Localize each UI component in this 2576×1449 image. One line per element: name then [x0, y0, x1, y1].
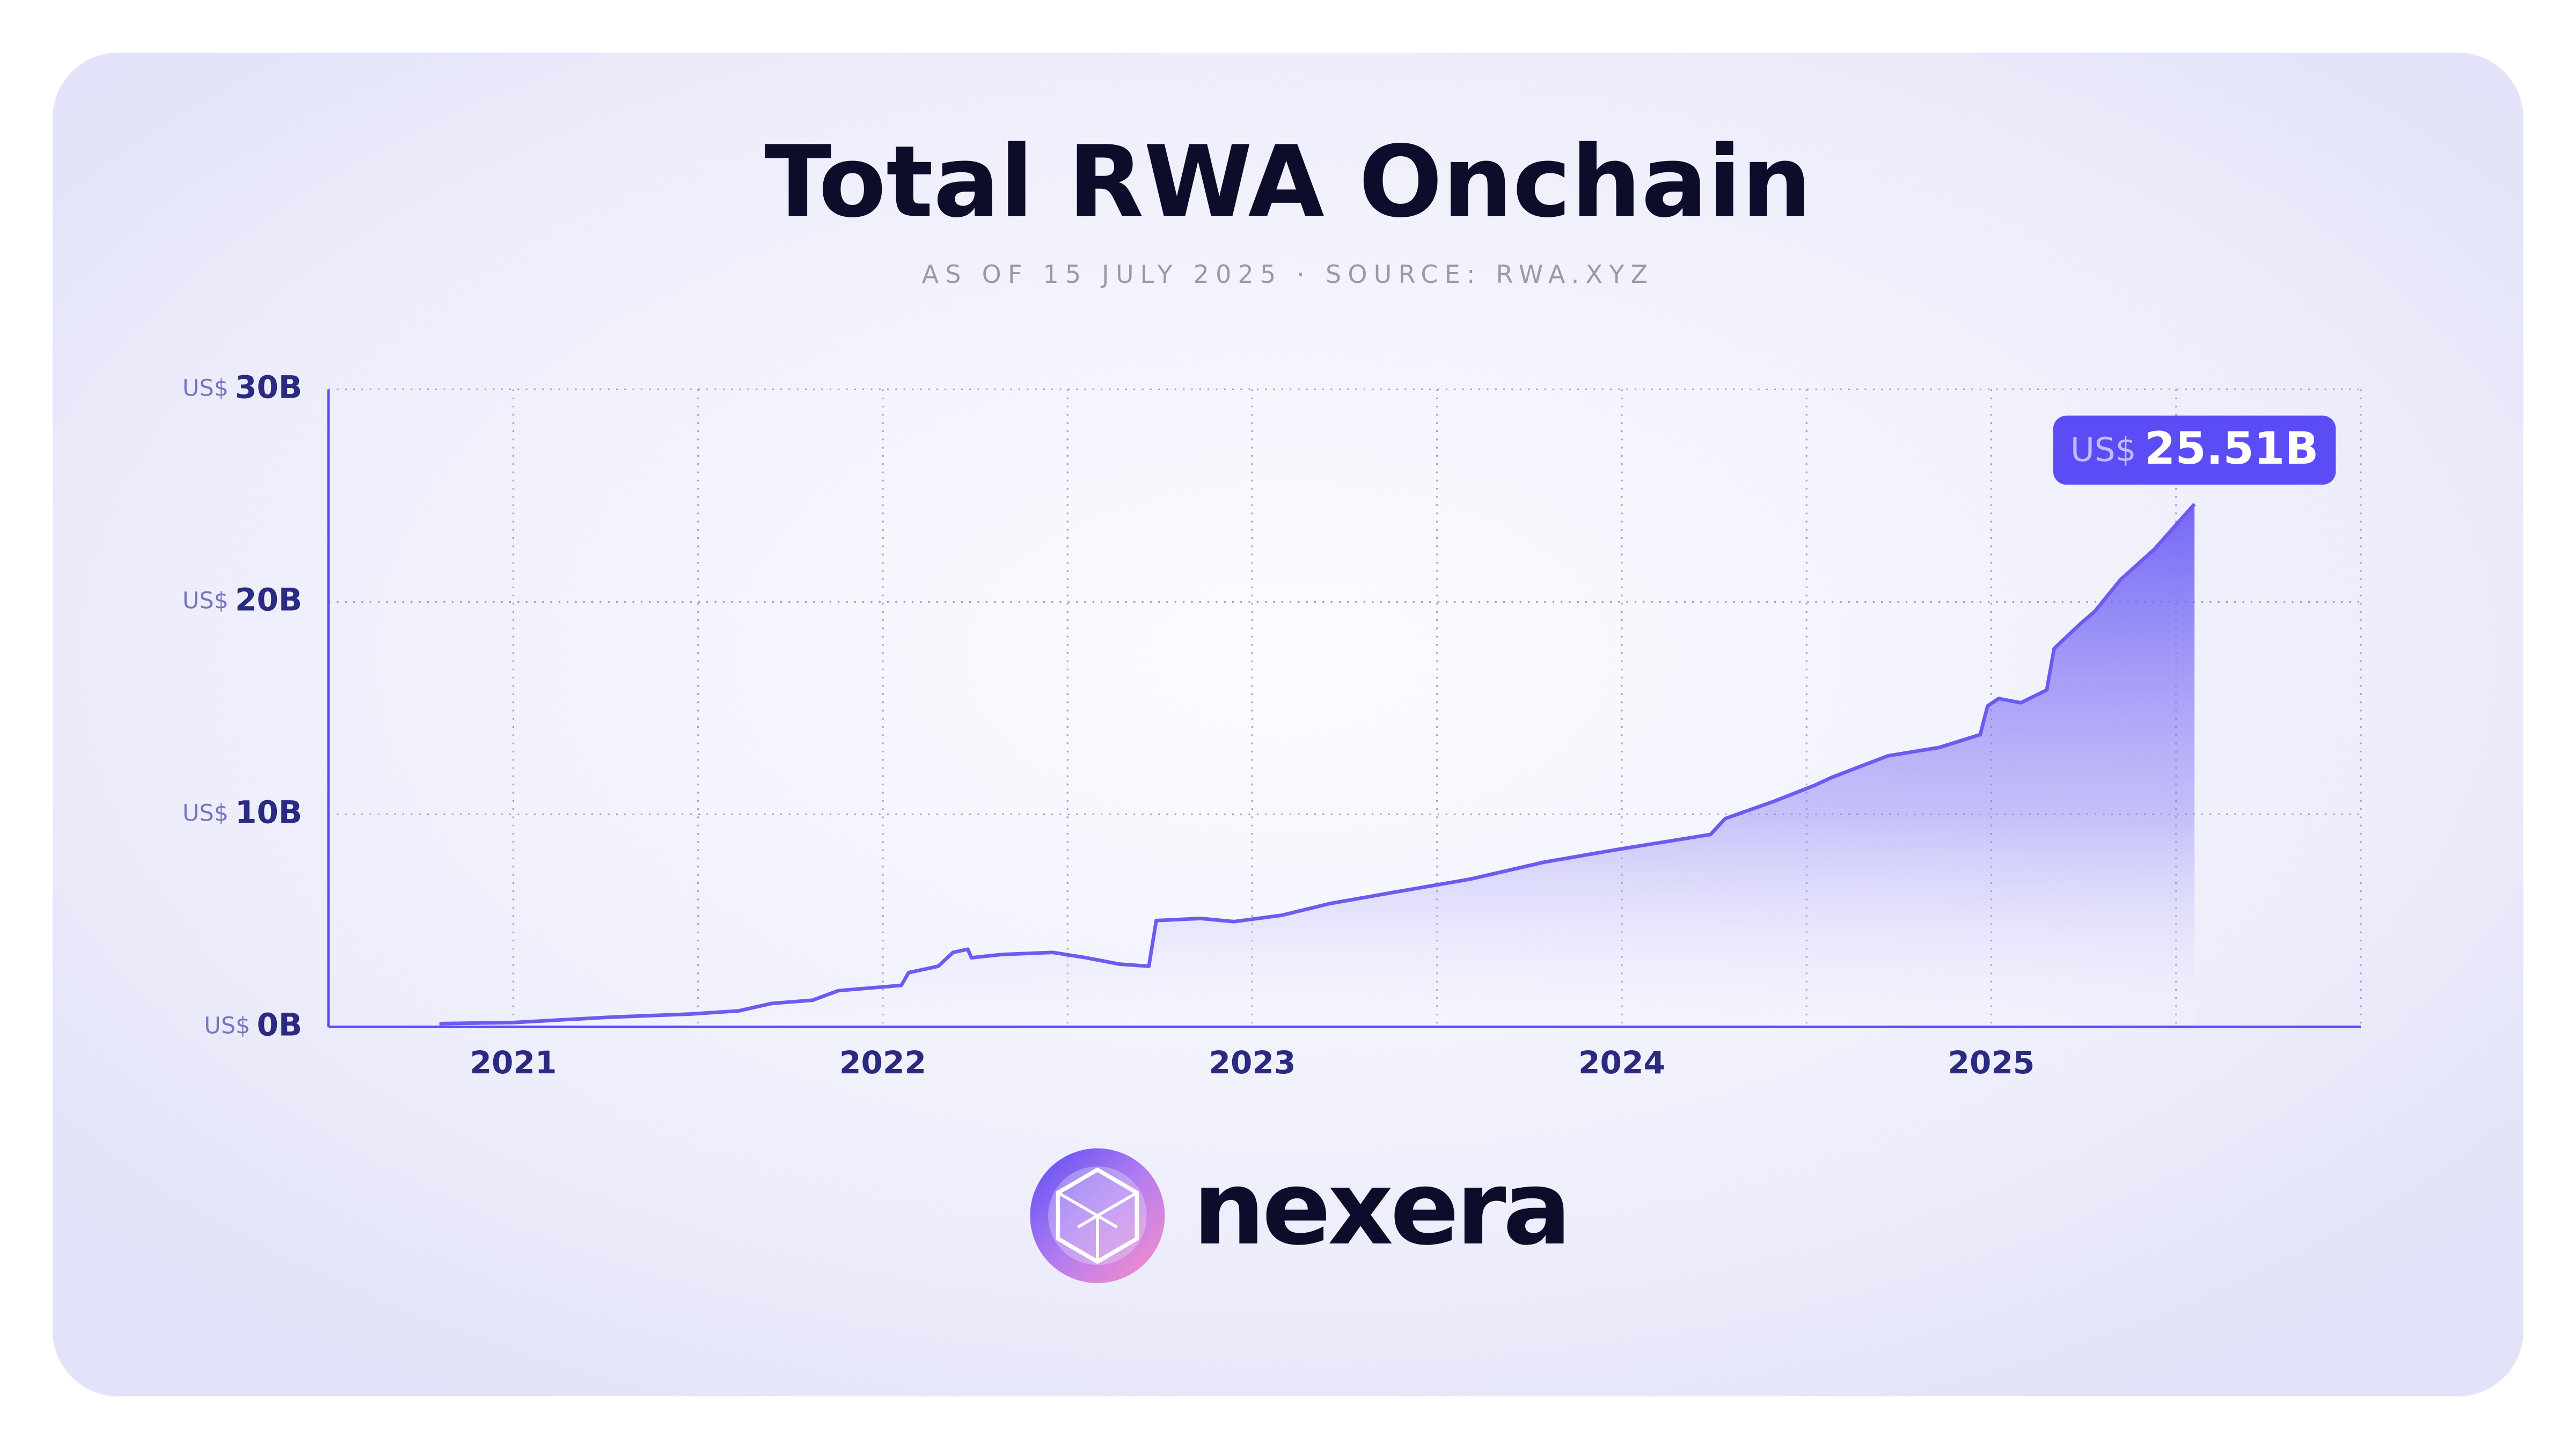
x-tick-label: 2021	[470, 1044, 557, 1081]
y-tick-prefix: US$	[182, 375, 229, 401]
annotation: US$ 25.51B	[2053, 415, 2336, 485]
y-tick-label: US$ 30B	[182, 369, 302, 406]
y-tick-value: 0B	[257, 1006, 302, 1043]
chart-title: Total RWA Onchain	[764, 125, 1812, 239]
y-tick-prefix: US$	[204, 1012, 250, 1039]
logo: nexera	[1030, 1148, 1571, 1283]
y-tick-value: 20B	[235, 582, 302, 618]
line	[439, 503, 2196, 1026]
y-tick-prefix: US$	[182, 587, 229, 614]
y-tick-value: 10B	[235, 794, 302, 830]
y-tick-label: US$ 10B	[182, 794, 302, 830]
logo-text: nexera	[1192, 1149, 1568, 1268]
card	[52, 52, 2524, 1397]
area-fill	[439, 504, 2195, 1027]
y-tick-label: US$ 20B	[182, 582, 302, 618]
x-tick-label: 2024	[1578, 1044, 1665, 1081]
annotation-text: US$ 25.51B	[2070, 423, 2318, 474]
annotation-prefix: US$	[2070, 430, 2136, 469]
x-tick-label: 2022	[839, 1044, 926, 1081]
chart-subtitle: AS OF 15 JULY 2025 · SOURCE: RWA.XYZ	[922, 260, 1655, 289]
logo-lines	[1057, 1191, 1138, 1262]
x-tick-label: 2025	[1948, 1044, 2035, 1081]
y-tick-value: 30B	[235, 369, 302, 406]
y-tick-prefix: US$	[182, 800, 229, 826]
y-tick-label: US$ 0B	[204, 1006, 302, 1043]
annotation-box	[2053, 415, 2336, 485]
annotation-value: 25.51B	[2145, 423, 2318, 474]
x-tick-label: 2023	[1209, 1044, 1296, 1081]
